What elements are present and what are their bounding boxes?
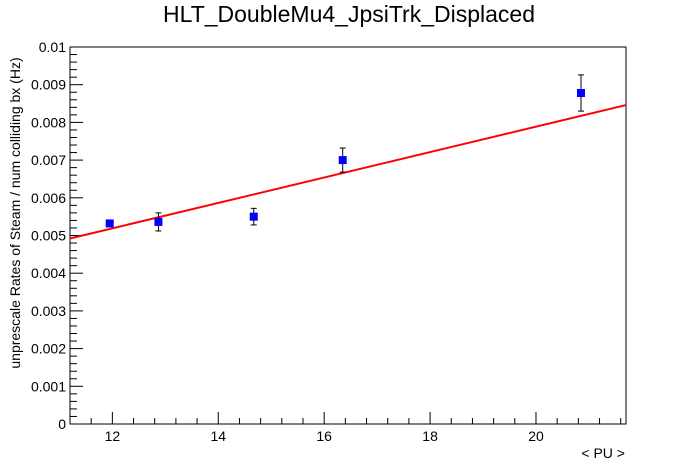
y-tick-label: 0.005 — [31, 228, 66, 244]
fit-line — [69, 104, 627, 240]
y-tick-label: 0.002 — [31, 341, 66, 357]
x-tick-label: 18 — [422, 428, 438, 444]
y-tick-label: 0.004 — [31, 265, 66, 281]
y-tick-label: 0.01 — [39, 39, 66, 55]
y-tick-label: 0.003 — [31, 303, 66, 319]
y-tick-label: 0.009 — [31, 77, 66, 93]
data-point — [249, 212, 258, 221]
x-tick-label: 12 — [105, 428, 121, 444]
y-tick-label: 0 — [58, 416, 66, 432]
x-tick-label: 16 — [316, 428, 332, 444]
x-tick-label: 20 — [528, 428, 544, 444]
data-point — [105, 219, 114, 228]
plot-frame — [69, 46, 627, 425]
y-axis-title: unprescale Rates of Steam / num collidin… — [7, 57, 23, 368]
data-point — [154, 217, 163, 226]
y-tick-label: 0.007 — [31, 152, 66, 168]
y-tick-label: 0.001 — [31, 378, 66, 394]
data-point — [576, 88, 585, 97]
x-tick-label: 14 — [210, 428, 226, 444]
chart-title: HLT_DoubleMu4_JpsiTrk_Displaced — [163, 1, 535, 27]
y-tick-label: 0.008 — [31, 114, 66, 130]
y-tick-label: 0.006 — [31, 190, 66, 206]
data-point — [338, 156, 347, 165]
x-axis-title: < PU > — [581, 445, 625, 461]
